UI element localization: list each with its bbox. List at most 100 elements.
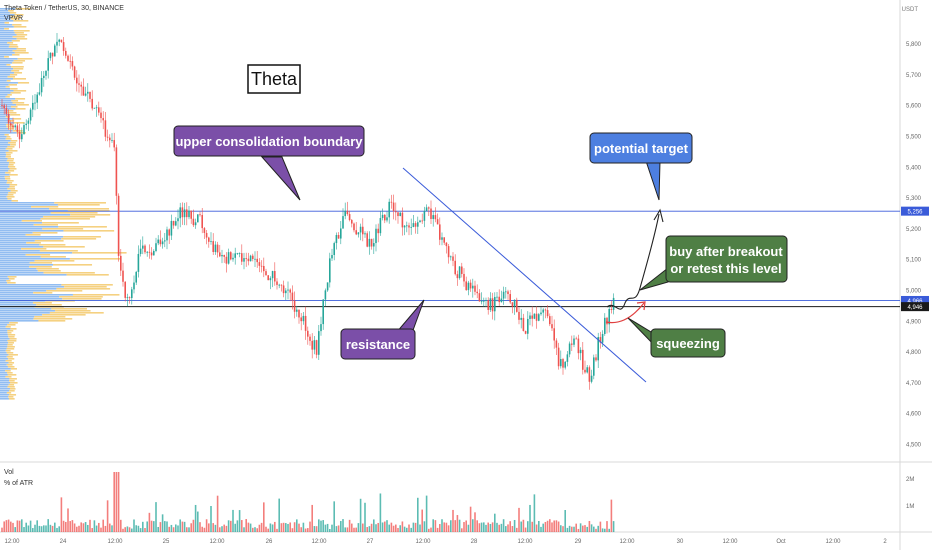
volume-bar	[560, 525, 562, 532]
vp-row-blue	[0, 186, 10, 188]
symbol-line[interactable]: Theta Token / TetherUS, 30, BINANCE	[4, 5, 124, 12]
volume-bar	[518, 507, 520, 532]
volume-bar	[535, 524, 538, 532]
candle-body	[324, 290, 327, 300]
candle-body	[335, 235, 338, 244]
x-tick-label: 30	[677, 539, 684, 545]
volume-bar	[318, 519, 320, 532]
candle-body	[538, 314, 540, 321]
volume-bar	[329, 528, 331, 532]
vp-row-blue	[0, 144, 11, 146]
x-tick-label: 28	[471, 539, 478, 545]
vp-row-yellow	[7, 188, 16, 190]
resistance-label-box	[340, 328, 416, 360]
vp-row-yellow	[6, 160, 14, 162]
x-tick-label: 12:00	[209, 539, 225, 545]
candle-body	[412, 223, 415, 227]
vp-row-yellow	[6, 80, 11, 82]
vp-row-blue	[0, 76, 8, 78]
volume-tick-label: 1M	[906, 504, 914, 510]
vp-row-blue	[0, 266, 30, 268]
vp-row-yellow	[64, 286, 107, 288]
candle-body	[351, 220, 353, 224]
volume-bar	[538, 521, 540, 532]
candle-body	[454, 260, 456, 275]
candle-body	[388, 201, 390, 218]
volume-bar	[423, 521, 426, 532]
vp-row-blue	[0, 392, 7, 394]
candle-body	[236, 253, 239, 255]
candle-body	[175, 221, 177, 226]
volume-bar	[469, 506, 472, 532]
volume-bar	[428, 528, 430, 532]
vp-row-blue	[0, 196, 7, 198]
volume-bar	[390, 522, 393, 532]
volume-bar	[91, 528, 93, 532]
volume-bar	[529, 504, 531, 532]
candle-body	[271, 271, 274, 279]
vp-row-yellow	[39, 250, 78, 252]
vp-row-yellow	[14, 72, 23, 74]
volume-bar	[267, 528, 269, 532]
candle-body	[368, 238, 371, 247]
vp-row-yellow	[10, 16, 21, 18]
vp-row-blue	[0, 22, 5, 24]
vp-row-yellow	[10, 92, 21, 94]
volume-bar	[434, 520, 437, 532]
candle-body	[511, 302, 514, 307]
vp-row-blue	[0, 232, 33, 234]
volume-bar	[610, 499, 613, 532]
vp-row-yellow	[7, 198, 12, 200]
candle-body	[47, 58, 49, 71]
volume-bar	[324, 524, 327, 532]
volume-title[interactable]: Vol	[4, 469, 14, 476]
volume-bar	[516, 527, 518, 532]
vp-row-blue	[0, 152, 6, 154]
candle-body	[122, 270, 124, 282]
vp-row-yellow	[9, 380, 15, 382]
vpvr-indicator[interactable]: VPVR	[4, 15, 24, 22]
volume-bar	[3, 521, 5, 532]
volume-bar	[300, 527, 302, 532]
volume-bar	[608, 528, 610, 532]
candle-body	[293, 300, 296, 312]
vp-row-blue	[0, 158, 8, 160]
vp-row-blue	[0, 14, 15, 16]
candle-body	[43, 75, 45, 79]
volume-bar	[249, 523, 252, 532]
vp-row-yellow	[6, 64, 11, 66]
candle-body	[441, 237, 443, 240]
volume-bar	[82, 523, 85, 532]
candle-body	[109, 137, 111, 141]
vp-row-blue	[0, 108, 16, 110]
vp-row-yellow	[25, 254, 51, 256]
candle-body	[73, 66, 76, 78]
vp-row-blue	[0, 176, 5, 178]
candle-body	[10, 123, 12, 126]
vp-row-yellow	[10, 382, 18, 384]
vp-row-yellow	[31, 206, 59, 208]
candle-body	[467, 282, 470, 291]
vp-row-yellow	[8, 354, 18, 356]
vp-row-blue	[0, 192, 9, 194]
volume-bar	[7, 519, 10, 532]
volume-bar	[368, 526, 371, 532]
volume-bar	[117, 472, 120, 532]
volume-bar	[34, 524, 36, 532]
vp-row-blue	[0, 142, 9, 144]
vp-row-blue	[0, 284, 62, 286]
volume-bar	[401, 521, 404, 532]
candle-body	[390, 201, 393, 203]
vp-row-yellow	[53, 264, 93, 266]
vp-row-yellow	[6, 136, 11, 138]
vp-row-yellow	[9, 120, 15, 122]
vp-row-yellow	[7, 332, 12, 334]
candle-body	[522, 317, 525, 332]
volume-bar	[49, 524, 52, 532]
candle-body	[172, 220, 175, 226]
vp-row-yellow	[8, 358, 15, 360]
vp-row-yellow	[9, 378, 17, 380]
vp-row-yellow	[32, 302, 52, 304]
vp-row-yellow	[49, 208, 110, 210]
